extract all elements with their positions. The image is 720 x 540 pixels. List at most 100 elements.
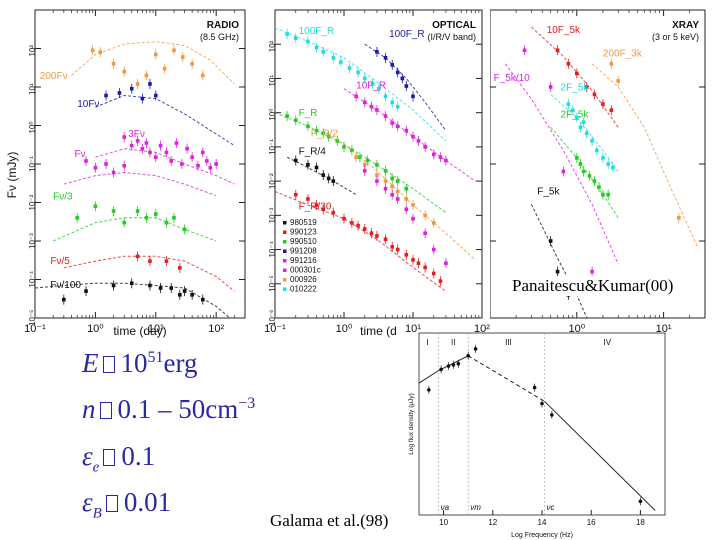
x-tick-label: 10⁻¹ [24,323,46,335]
data-point [532,385,537,390]
data-point [574,156,579,160]
data-point [178,293,182,297]
y-tick-label: 10⁻³ [268,207,277,223]
data-point [578,162,583,166]
data-point [383,56,388,60]
legend-marker [283,268,287,272]
eq-sub: e [92,459,100,476]
eq-symbol: n [82,394,96,424]
data-point [416,261,421,265]
y-tick-label: 10⁻² [490,2,492,18]
data-point [178,266,182,270]
data-point [140,146,145,151]
data-point [590,269,594,274]
y-tick-label: 10⁻² [268,173,277,189]
data-point [314,128,319,133]
data-point [404,84,409,88]
series-label: 10F_R [356,81,386,92]
y-tick-label: 10⁻¹ [268,139,277,155]
model-curve [53,217,217,242]
data-point [383,237,388,242]
model-curve [275,190,447,292]
y-tick-label: 10⁻⁶ [490,310,492,326]
data-point [383,169,388,173]
data-point [395,189,400,194]
x-tick-label: 10² [208,323,224,335]
eq-unit: cm [205,394,239,424]
legend-label: 000926 [290,275,317,284]
data-point [375,234,379,238]
data-point [609,62,614,66]
eq-value: 0.1 – 50 [117,394,206,424]
credit-galama: Galama et al.(98) [270,511,389,530]
data-point [390,184,395,189]
legend-marker [283,221,287,225]
data-point [174,141,179,145]
data-point [306,197,310,201]
data-point [431,247,436,252]
region-label: III [505,338,512,347]
data-point [122,69,127,74]
data-point [200,297,205,302]
data-point [590,139,594,143]
eq-value: 0.01 [123,487,172,517]
x-tick-label: 12 [488,518,497,527]
data-point [395,104,400,109]
x-tick-label: 16 [587,518,596,527]
legend-label: 010222 [290,285,317,294]
data-point [522,48,527,53]
eq-symbol: ε [82,487,93,517]
data-point [326,176,331,181]
series-label: 10Fν [77,99,99,110]
approx-box [99,402,112,419]
data-point [314,203,319,207]
data-point [158,286,163,290]
data-point [111,62,116,66]
data-point [383,179,388,183]
data-point [90,48,95,53]
data-point [375,173,379,177]
eq-exp: −3 [238,395,256,412]
data-point [375,179,379,183]
legend-label: 991216 [290,256,317,265]
data-point [169,159,174,163]
data-point [574,115,579,120]
y-tick-label: 10⁻² [28,194,37,210]
data-point [182,289,187,293]
data-point [423,265,427,270]
model-curve [95,148,235,185]
data-point [356,223,360,228]
data-point [93,204,98,209]
legend-marker [283,287,287,291]
model-curve [63,171,217,197]
y-tick-label: 10¹ [268,75,277,87]
y-tick-label: 10⁻¹ [28,156,37,172]
x-tick-label: 10¹ [656,323,672,335]
data-point [148,82,152,86]
data-point [135,209,140,213]
y-tick-label: 10⁻⁴ [28,270,37,287]
panel-subtitle: (3 or 5 keV) [652,32,699,42]
plot-frame [34,9,246,319]
model-curve [71,41,235,85]
data-point [404,197,409,201]
data-point [129,86,134,91]
data-point [466,353,470,358]
break-label: νc [546,503,554,512]
series-label: 200Fν [40,71,68,82]
model-curve [95,94,235,147]
region-label: I [426,338,428,347]
legend-label: 990510 [290,237,317,246]
data-point [347,66,352,70]
data-point [383,186,388,191]
data-point [369,231,374,236]
y-tick-label: 10⁻⁶ [268,310,277,326]
data-point [404,186,409,191]
model-curve [530,204,588,318]
data-point [354,155,358,159]
data-point [321,50,326,54]
equation-epsilon-b: εB 0.01 [82,487,171,522]
eq-sub: B [92,505,102,522]
y-axis-label: Log flux density (μJy) [408,393,415,455]
data-point [190,62,194,66]
